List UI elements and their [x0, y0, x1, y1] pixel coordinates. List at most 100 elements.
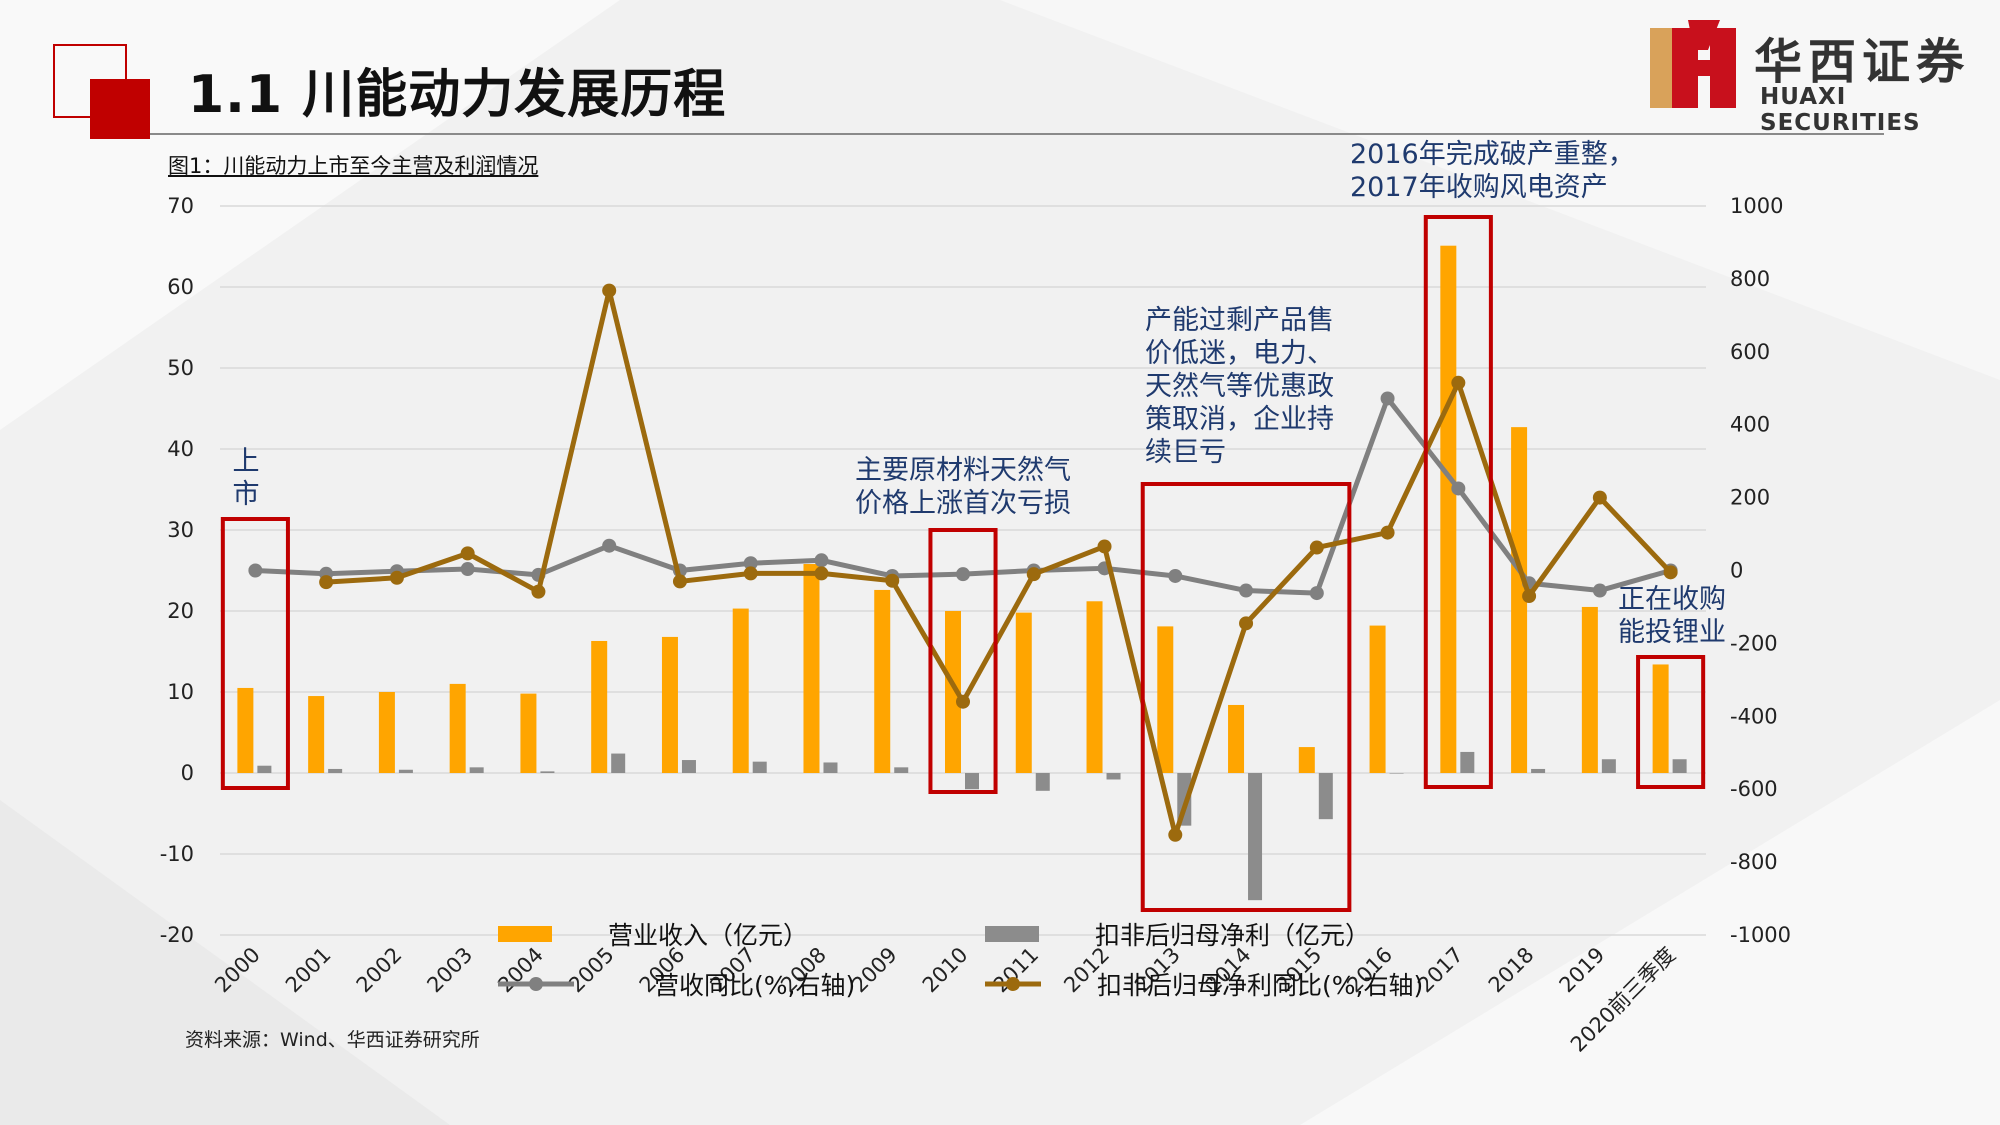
huaxi-logo-mark	[1650, 20, 1736, 108]
legend-profit-yoy: 扣非后归母净利同比(%,右轴)	[985, 966, 1423, 1002]
profit-yoy-point	[1168, 827, 1183, 842]
profit-yoy-point	[1592, 490, 1607, 505]
highlight-box	[220, 517, 290, 790]
profit-yoy-point	[885, 573, 900, 588]
profit-yoy-point	[319, 575, 334, 590]
revenue-bar	[874, 589, 891, 773]
revenue-bar	[1228, 704, 1245, 773]
profit-yoy-point	[1380, 525, 1395, 540]
profit-yoy-point	[743, 566, 758, 581]
revenue-bar	[732, 608, 749, 773]
net-profit-bar	[469, 767, 484, 773]
annotation-overcapacity: 产能过剩产品售 价低迷，电力、 天然气等优惠政 策取消，企业持 续巨亏	[1145, 305, 1334, 468]
y-left-tick-label: 10	[167, 680, 194, 704]
figure-caption: 图1：川能动力上市至今主营及利润情况	[168, 154, 539, 178]
revenue-yoy-point	[1309, 586, 1324, 601]
net-profit-bar	[611, 753, 626, 773]
y-right-tick-label: 400	[1730, 413, 1770, 437]
profit-yoy-point	[1522, 589, 1537, 604]
net-profit-bar	[328, 768, 343, 773]
revenue-yoy-point	[1380, 391, 1395, 406]
revenue-bar	[803, 564, 820, 773]
profit-yoy-point	[814, 566, 829, 581]
profit-yoy-point	[1309, 540, 1324, 555]
net-profit-bar	[823, 762, 838, 773]
y-right-tick-label: -1000	[1730, 923, 1791, 947]
y-left-tick-label: 30	[167, 518, 194, 542]
logo-english-name: HUAXI SECURITIES	[1760, 84, 1921, 136]
legend-label-profit-yoy: 扣非后归母净利同比(%,右轴)	[1097, 971, 1424, 1000]
revenue-yoy-point	[602, 538, 617, 553]
y-right-tick-label: 0	[1730, 559, 1743, 583]
x-tick-label: 2010	[918, 943, 973, 998]
x-tick-label: 2000	[210, 943, 265, 998]
legend-label-revenue: 营业收入（亿元）	[608, 921, 809, 950]
y-right-tick-label: -400	[1730, 704, 1778, 728]
net-profit-bar	[1601, 759, 1616, 773]
net-profit-bar	[1389, 773, 1404, 774]
revenue-bar	[1511, 427, 1528, 773]
net-profit-bar	[1248, 773, 1263, 901]
y-left-tick-label: -10	[160, 842, 194, 866]
profit-yoy-point	[460, 546, 475, 561]
highlight-box	[1140, 482, 1352, 912]
annotation-ipo: 上 市	[232, 446, 260, 510]
legend-swatch-revenue	[498, 926, 552, 942]
page-title: 1.1 川能动力发展历程	[188, 65, 727, 125]
profit-yoy-point	[956, 694, 970, 709]
net-profit-bar	[965, 773, 979, 790]
x-tick-label: 2009	[847, 943, 902, 998]
x-tick-label: 2003	[422, 943, 477, 998]
net-profit-bar	[681, 760, 696, 773]
annotation-restructure: 2016年完成破产重整， 2017年收购风电资产	[1350, 139, 1635, 203]
revenue-yoy-point	[460, 562, 475, 577]
revenue-bar	[237, 687, 254, 773]
revenue-yoy-point	[1239, 583, 1254, 598]
revenue-bar	[1440, 245, 1457, 773]
revenue-yoy-point	[1451, 481, 1466, 496]
y-right-tick-label: 200	[1730, 486, 1770, 510]
net-profit-bar	[1035, 773, 1050, 791]
net-profit-bar	[1106, 773, 1121, 780]
revenue-yoy-point	[956, 567, 970, 582]
annotation-lithium: 正在收购 能投锂业	[1618, 584, 1726, 648]
source-note: 资料来源：Wind、华西证券研究所	[185, 1029, 480, 1051]
y-left-tick-label: -20	[160, 923, 194, 947]
revenue-bar	[1298, 747, 1315, 773]
x-tick-label: 2002	[352, 943, 407, 998]
profit-yoy-point	[602, 283, 617, 298]
y-right-tick-label: -800	[1730, 850, 1778, 874]
revenue-yoy-point	[814, 553, 829, 568]
revenue-bar	[1369, 625, 1386, 773]
legend-label-revenue-yoy: 营收同比(%,右轴)	[654, 971, 856, 1000]
x-tick-label: 2019	[1555, 943, 1610, 998]
profit-yoy-point	[1663, 565, 1678, 580]
profit-yoy-point	[1026, 567, 1041, 582]
y-right-tick-label: 1000	[1730, 194, 1783, 218]
net-profit-bar	[1672, 759, 1687, 773]
x-tick-label: 2001	[281, 943, 336, 998]
revenue-bar	[1157, 626, 1174, 773]
highlight-box	[1423, 215, 1493, 789]
y-right-tick-label: 800	[1730, 267, 1770, 291]
net-profit-bar	[1318, 773, 1333, 820]
revenue-bar	[308, 696, 325, 773]
revenue-bar	[1086, 601, 1103, 773]
profit-yoy-point	[1451, 375, 1466, 390]
profit-yoy-point	[389, 570, 404, 585]
revenue-bar	[945, 611, 961, 773]
highlight-box	[1636, 655, 1706, 789]
net-profit-bar	[398, 769, 413, 773]
revenue-yoy-point	[1168, 568, 1183, 583]
legend-revenue: 营业收入（亿元）	[498, 916, 808, 952]
net-profit-bar	[752, 761, 767, 773]
highlight-box	[928, 528, 998, 794]
revenue-bar	[520, 693, 537, 773]
revenue-yoy-point	[1592, 583, 1607, 598]
revenue-yoy-point	[248, 563, 263, 578]
net-profit-bar	[540, 771, 555, 773]
y-left-tick-label: 60	[167, 275, 194, 299]
legend-swatch-profit-yoy	[985, 977, 1041, 991]
revenue-yoy-point	[743, 556, 758, 571]
